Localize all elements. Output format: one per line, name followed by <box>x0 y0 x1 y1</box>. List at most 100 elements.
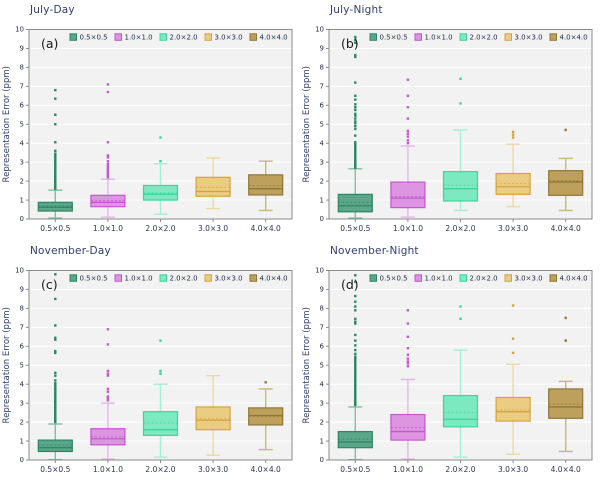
y-tick-label: 10 <box>315 267 324 275</box>
legend-label: 1.0×1.0 <box>125 274 153 282</box>
y-tick-label: 2 <box>320 418 324 426</box>
outlier-point <box>54 160 57 164</box>
outlier-point <box>354 35 357 39</box>
y-axis: 0 1 2 3 4 5 6 7 8 9 10 <box>315 26 329 223</box>
y-tick-label: 10 <box>15 267 24 275</box>
outlier-point <box>106 171 110 174</box>
outlier-point <box>54 403 57 407</box>
y-tick-label: 5 <box>20 120 24 128</box>
outlier-point <box>54 158 57 161</box>
box-1.0×1.0 <box>90 328 126 460</box>
legend: 0.5×0.5 1.0×1.0 2.0×2.0 3.0×3.0 4.0×4.0 <box>69 33 288 41</box>
y-tick-label: 3 <box>320 399 324 407</box>
y-tick-label: 10 <box>15 26 24 34</box>
legend-swatch <box>159 274 167 282</box>
x-tick-label: 4.0×4.0 <box>251 224 281 233</box>
y-tick-label: 7 <box>320 324 324 332</box>
outlier-point <box>354 55 357 59</box>
legend-swatch <box>414 274 422 282</box>
outlier-point <box>406 129 410 133</box>
y-axis-label: Representation Error (ppm) <box>302 307 312 423</box>
outliers <box>106 328 110 402</box>
y-tick-label: 3 <box>20 158 24 166</box>
x-tick-label: 4.0×4.0 <box>551 224 581 233</box>
y-tick-label: 5 <box>320 120 324 128</box>
x-tick-label: 1.0×1.0 <box>93 465 123 474</box>
legend-label: 2.0×2.0 <box>170 274 198 282</box>
outlier-point <box>354 384 357 388</box>
legend-label: 4.0×4.0 <box>560 274 588 282</box>
x-tick-label: 0.5×0.5 <box>340 465 370 474</box>
outlier-point <box>106 141 110 144</box>
outlier-point <box>406 335 410 339</box>
outlier-point <box>159 339 162 342</box>
legend-swatch <box>249 274 257 282</box>
y-tick-label: 3 <box>20 399 24 407</box>
panel-letter: (a) <box>41 36 58 51</box>
outliers <box>264 381 267 384</box>
outlier-point <box>54 324 57 327</box>
outlier-point <box>54 113 57 116</box>
y-tick-label: 8 <box>20 305 24 313</box>
outlier-point <box>354 339 357 342</box>
outliers <box>354 35 357 170</box>
legend-swatch <box>204 33 212 41</box>
outlier-point <box>354 114 357 117</box>
outlier-point <box>106 166 110 170</box>
outlier-point <box>354 38 357 42</box>
y-axis-label: Representation Error (ppm) <box>2 307 12 423</box>
outlier-point <box>354 294 357 298</box>
x-axis: 0.5×0.5 1.0×1.0 2.0×2.0 3.0×3.0 4.0×4.0 <box>340 460 581 474</box>
outlier-point <box>354 364 357 368</box>
outliers <box>511 130 515 139</box>
outlier-point <box>354 366 357 370</box>
y-tick-label: 3 <box>320 158 324 166</box>
outliers <box>564 128 567 132</box>
outlier-point <box>406 364 410 368</box>
outlier-point <box>354 158 357 161</box>
outlier-point <box>54 141 57 144</box>
outlier-point <box>264 381 267 384</box>
y-tick-label: 6 <box>20 102 25 110</box>
outlier-point <box>459 77 462 80</box>
boxplot-chart-november-day: 0 1 2 3 4 5 6 7 8 9 10 Representation Error (ppm) 0.… <box>2 267 293 474</box>
outlier-point <box>354 117 357 120</box>
legend-label: 3.0×3.0 <box>515 274 543 282</box>
legend-label: 2.0×2.0 <box>470 33 498 41</box>
outliers <box>406 78 410 145</box>
legend-swatch <box>504 274 512 282</box>
outlier-point <box>106 374 110 377</box>
outlier-point <box>511 130 515 134</box>
outlier-point <box>354 98 357 101</box>
outlier-point <box>54 338 57 341</box>
legend-swatch <box>549 33 557 41</box>
outlier-point <box>354 320 357 323</box>
legend-swatch <box>459 274 467 282</box>
outlier-point <box>354 390 357 393</box>
outlier-point <box>159 160 162 163</box>
outlier-point <box>106 387 110 391</box>
outlier-point <box>54 385 57 389</box>
legend-label: 3.0×3.0 <box>215 274 243 282</box>
y-axis-label: Representation Error (ppm) <box>2 66 12 182</box>
gridlines <box>29 288 292 442</box>
y-tick-label: 1 <box>20 437 24 445</box>
box-1.0×1.0 <box>90 83 126 218</box>
outlier-point <box>54 156 57 159</box>
legend-label: 2.0×2.0 <box>170 33 198 41</box>
outliers <box>406 309 410 368</box>
box-0.5×0.5 <box>337 274 373 461</box>
box-2.0×2.0 <box>442 305 479 458</box>
outlier-point <box>354 361 357 364</box>
legend-label: 4.0×4.0 <box>560 33 588 41</box>
panel-november-night: November-Night 0 1 2 3 4 5 6 7 8 9 10 Representatio… <box>300 241 600 482</box>
outlier-point <box>459 317 462 321</box>
legend-swatch <box>414 33 422 41</box>
panel-july-day: July-Day 0 1 2 3 4 5 6 7 8 9 10 Representation Erro… <box>0 0 300 241</box>
box-4.0×4.0 <box>548 316 584 453</box>
box-1.0×1.0 <box>390 309 426 460</box>
box-4.0×4.0 <box>248 160 284 212</box>
box-0.5×0.5 <box>337 35 373 219</box>
outlier-point <box>54 163 57 167</box>
x-tick-label: 1.0×1.0 <box>393 224 423 233</box>
